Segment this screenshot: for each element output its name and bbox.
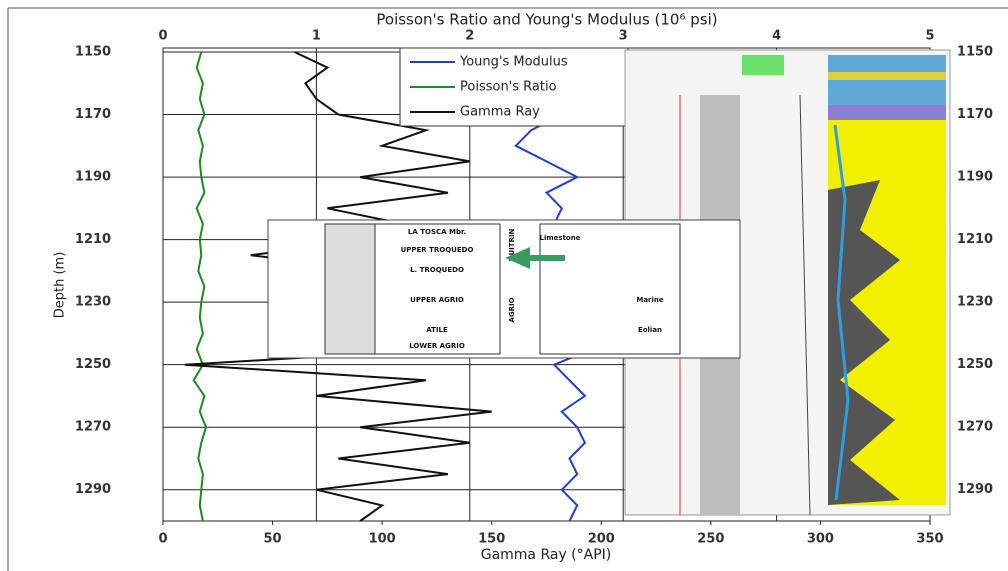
inset-label: UPPER AGRIO — [410, 296, 464, 304]
y-tick-label: 1250 — [957, 357, 993, 372]
y-tick-label: 1250 — [75, 357, 111, 372]
inset-label: LA TOSCA Mbr. — [408, 228, 466, 236]
lithology-column — [324, 223, 376, 355]
x-tick-label: 100 — [369, 532, 396, 547]
log-curve — [833, 124, 850, 501]
x2-tick-label: 0 — [158, 29, 167, 44]
y-tick-label: 1190 — [75, 170, 111, 185]
x2-tick-label: 3 — [619, 29, 628, 44]
y-tick-label: 1290 — [75, 482, 111, 497]
x2-tick-label: 5 — [925, 29, 934, 44]
x-axis-label: Gamma Ray (°API) — [481, 547, 612, 563]
x2-tick-label: 2 — [465, 29, 474, 44]
legend-label: Gamma Ray — [460, 105, 540, 120]
y-tick-label: 1270 — [957, 420, 993, 435]
inset-column — [374, 223, 501, 355]
x-tick-label: 350 — [916, 532, 943, 547]
x-tick-label: 0 — [158, 532, 167, 547]
y-tick-label: 1270 — [75, 420, 111, 435]
x-tick-label: 50 — [264, 532, 282, 547]
y-axis-label: Depth (m) — [53, 252, 68, 319]
inset-label: Marine — [636, 296, 664, 304]
chart-title: Poisson's Ratio and Young's Modulus (10⁶… — [376, 11, 717, 29]
legend: Young's Modulus Poisson's Ratio Gamma Ra… — [399, 47, 629, 127]
legend-label: Poisson's Ratio — [460, 80, 557, 95]
y-tick-label: 1150 — [75, 45, 111, 60]
inset-label: L. TROQUEDO — [410, 266, 464, 274]
inset-label: Limestone — [540, 234, 581, 242]
lithology-inset: LA TOSCA Mbr. UPPER TROQUEDO L. TROQUEDO… — [267, 219, 741, 359]
series-line — [192, 51, 208, 522]
y-tick-label: 1290 — [957, 482, 993, 497]
log-header — [828, 72, 946, 80]
y-tick-label: 1170 — [75, 107, 111, 122]
legend-label: Young's Modulus — [459, 55, 568, 70]
inset-label: HUITRIN — [508, 228, 516, 261]
x-tick-label: 200 — [588, 532, 615, 547]
log-header — [742, 55, 784, 75]
x2-tick-label: 1 — [312, 29, 321, 44]
y-tick-label: 1190 — [957, 170, 993, 185]
y-tick-label: 1210 — [957, 232, 993, 247]
y-tick-label: 1210 — [75, 232, 111, 247]
y-tick-label: 1230 — [75, 295, 111, 310]
x-tick-label: 250 — [697, 532, 724, 547]
y-tick-label: 1230 — [957, 295, 993, 310]
log-curve — [799, 94, 811, 516]
inset-label: UPPER TROQUEDO — [401, 246, 474, 254]
x2-tick-label: 4 — [772, 29, 781, 44]
inset-label: Eolian — [638, 326, 662, 334]
log-header — [828, 105, 946, 120]
y-tick-label: 1170 — [957, 107, 993, 122]
x-tick-label: 150 — [478, 532, 505, 547]
inset-label: ATILE — [426, 326, 448, 334]
inset-label: LOWER AGRIO — [409, 342, 465, 350]
arrow — [505, 247, 565, 269]
x-tick-label: 300 — [807, 532, 834, 547]
y-tick-label: 1150 — [957, 45, 993, 60]
inset-label: AGRIO — [508, 297, 516, 322]
inset-column — [539, 223, 681, 355]
